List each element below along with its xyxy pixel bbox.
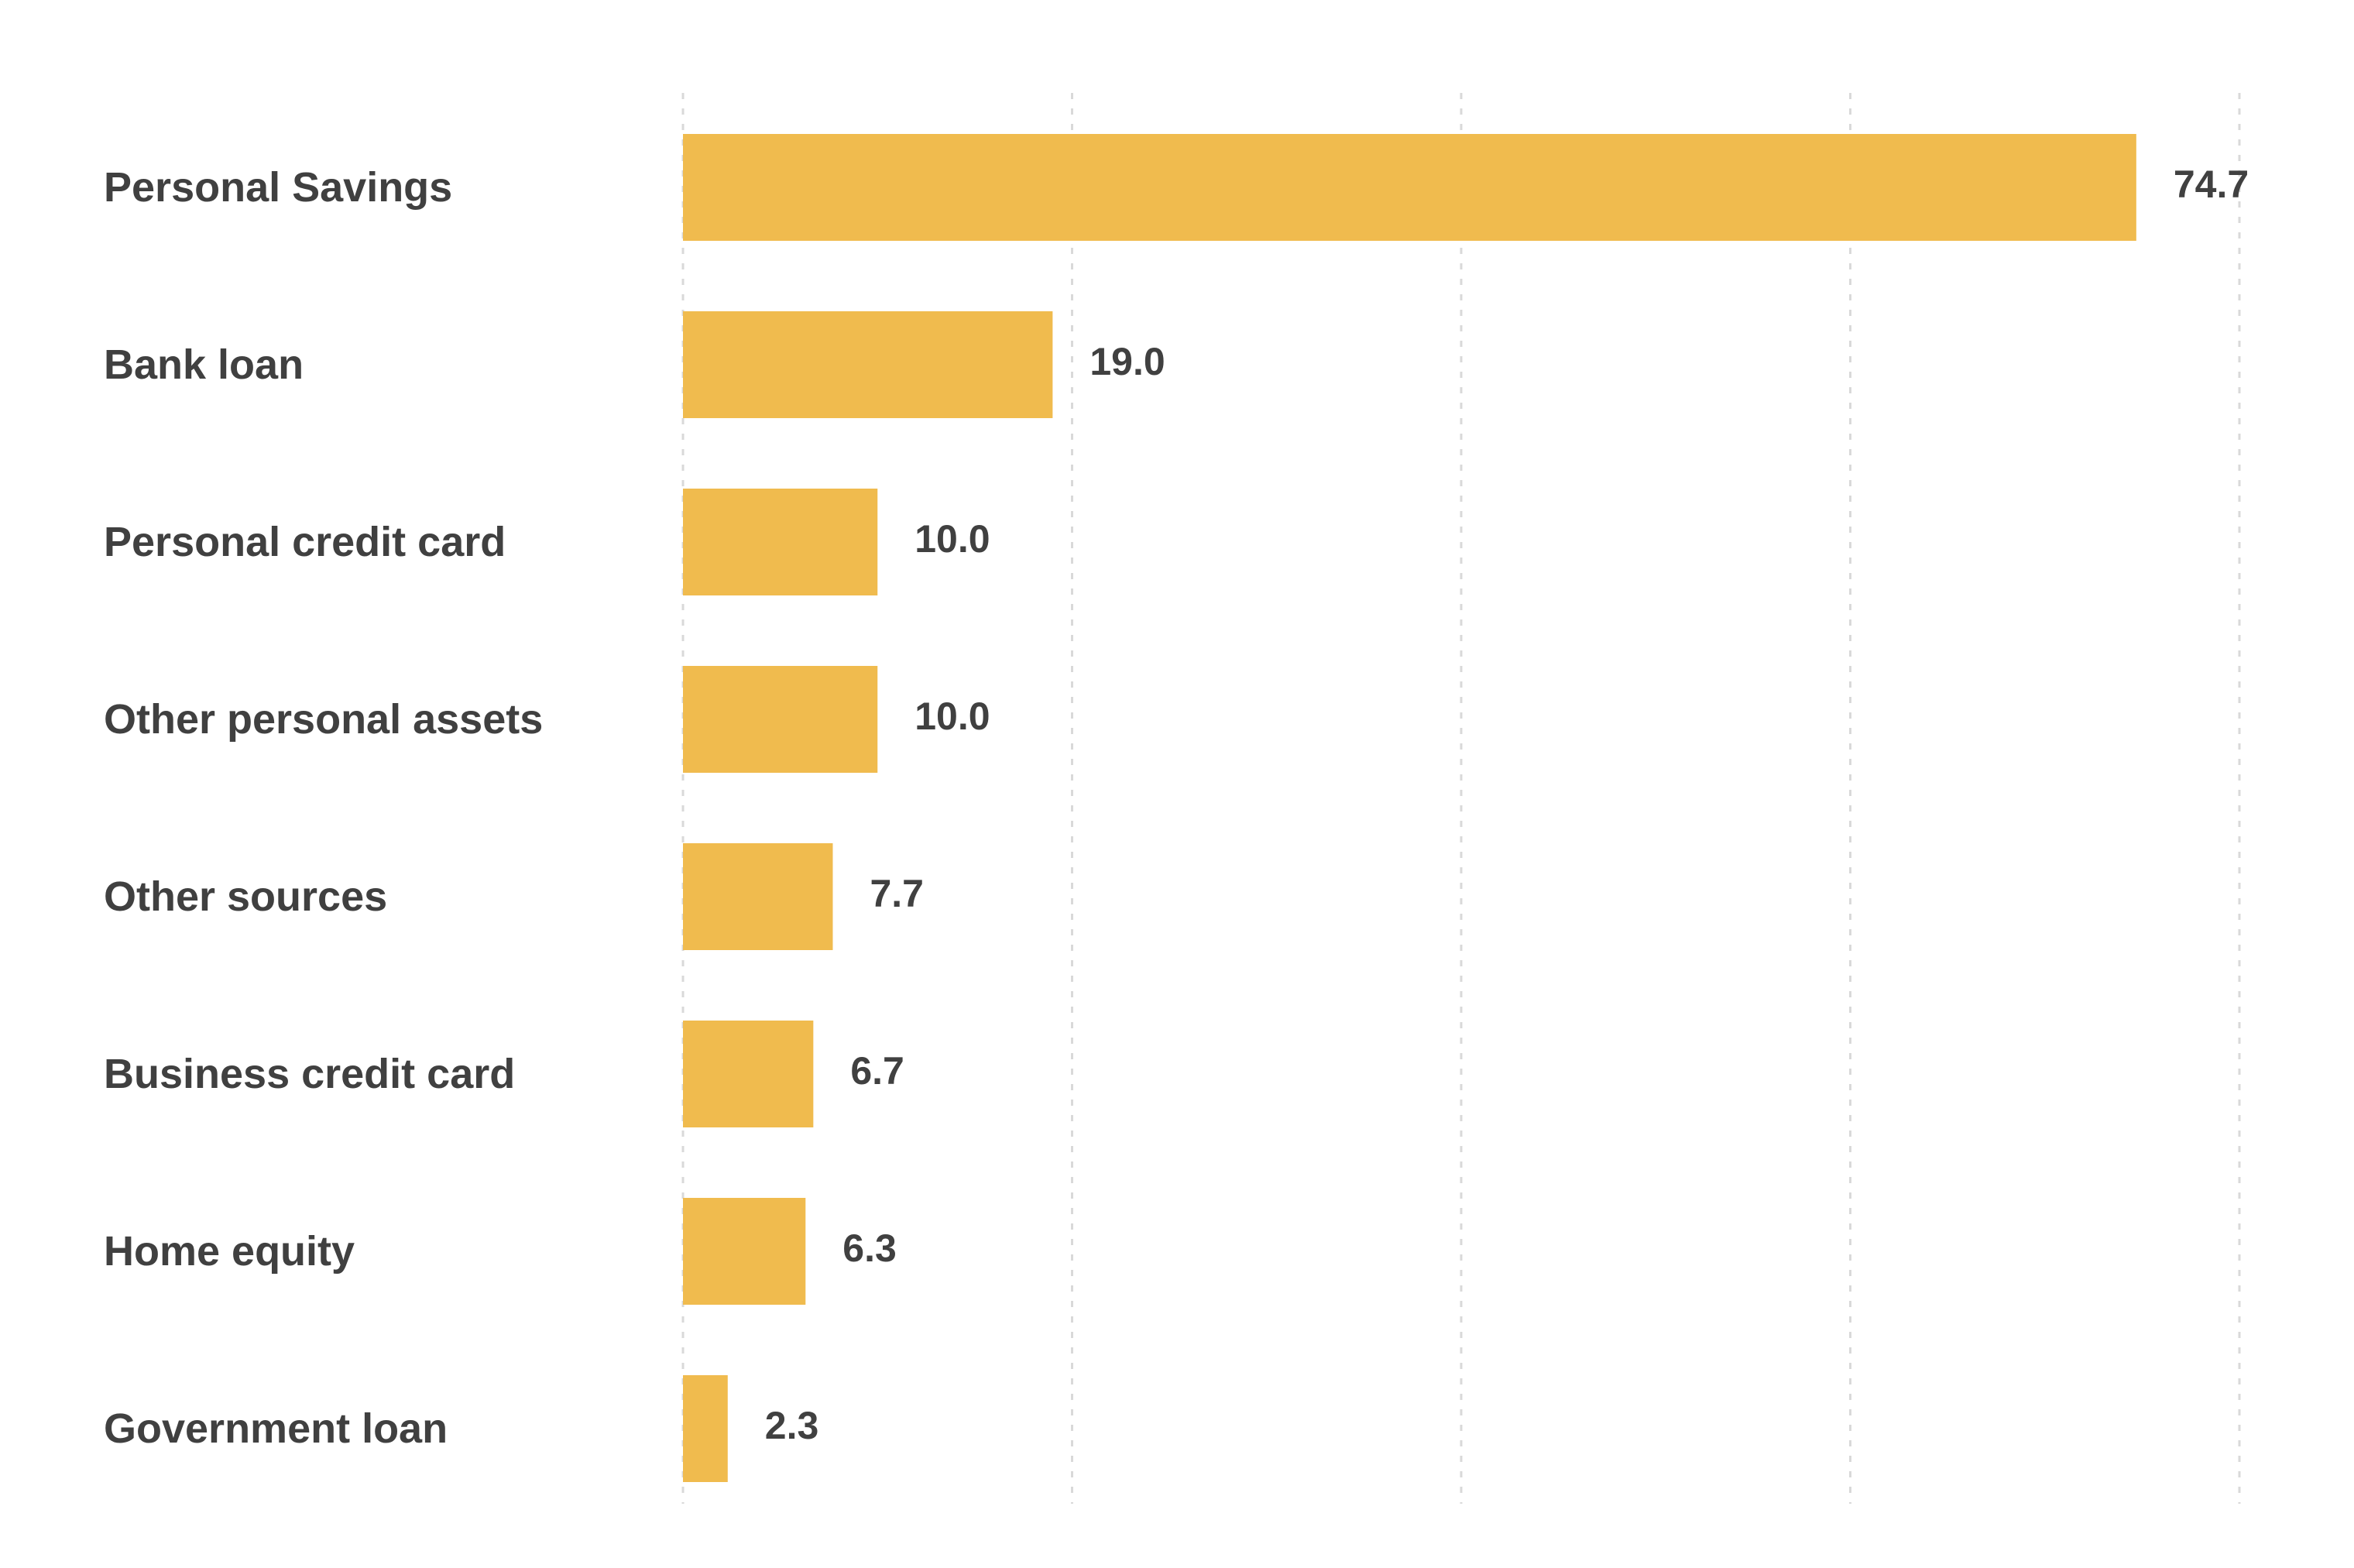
value-label-0: 74.7 [2174, 163, 2249, 206]
category-labels: Personal Savings Bank loan Personal credit… [104, 164, 543, 1452]
bar-0 [683, 134, 2136, 241]
value-label-6: 6.3 [842, 1227, 897, 1270]
category-label-2: Personal credit card [104, 519, 506, 565]
value-label-4: 7.7 [870, 872, 924, 915]
value-labels: 74.7 19.0 10.0 10.0 7.7 6.7 6.3 2.3 [765, 163, 2249, 1447]
bar-1 [683, 311, 1053, 418]
category-label-6: Home equity [104, 1228, 355, 1275]
value-label-2: 10.0 [914, 517, 990, 561]
value-label-3: 10.0 [914, 695, 990, 738]
bar-6 [683, 1198, 806, 1305]
bar-7 [683, 1375, 728, 1482]
value-label-7: 2.3 [765, 1404, 819, 1447]
bar-2 [683, 489, 878, 595]
value-label-1: 19.0 [1089, 340, 1165, 383]
bars [683, 134, 2136, 1482]
category-label-4: Other sources [104, 873, 387, 920]
value-label-5: 6.7 [850, 1049, 904, 1093]
bar-5 [683, 1021, 814, 1127]
category-label-0: Personal Savings [104, 164, 452, 211]
category-label-5: Business credit card [104, 1051, 515, 1097]
bar-3 [683, 666, 878, 773]
category-label-7: Government loan [104, 1405, 448, 1452]
gridlines [681, 93, 2241, 1504]
bar-4 [683, 843, 833, 950]
category-label-3: Other personal assets [104, 696, 543, 743]
category-label-1: Bank loan [104, 341, 304, 388]
